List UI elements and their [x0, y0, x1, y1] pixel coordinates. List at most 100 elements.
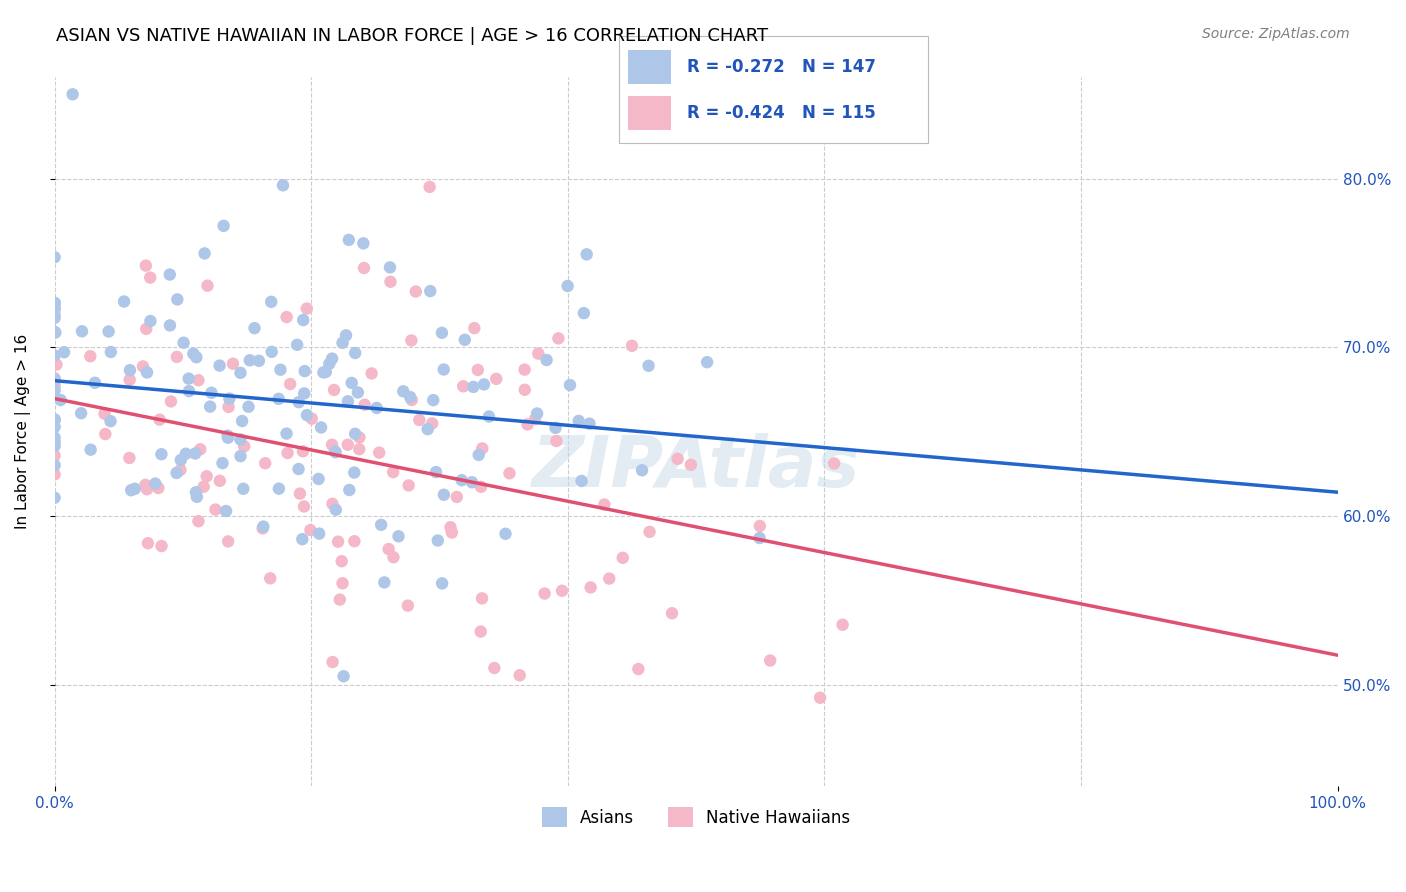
Point	[259, 571, 281, 585]
Point	[44, 296, 66, 310]
Point	[94, 427, 117, 442]
Point	[44, 434, 66, 449]
Point	[44, 310, 66, 325]
Point	[748, 519, 770, 533]
Point	[197, 278, 219, 293]
Point	[398, 478, 420, 492]
Point	[84, 376, 107, 390]
FancyBboxPatch shape	[628, 50, 671, 84]
Point	[321, 351, 343, 366]
Point	[254, 456, 277, 470]
Point	[568, 414, 591, 428]
Point	[267, 482, 290, 496]
Point	[321, 497, 343, 511]
Point	[44, 296, 66, 310]
Point	[308, 472, 330, 486]
Text: Source: ZipAtlas.com: Source: ZipAtlas.com	[1202, 27, 1350, 41]
Point	[243, 321, 266, 335]
Point	[470, 480, 492, 494]
Point	[124, 482, 146, 496]
Point	[430, 576, 453, 591]
Point	[323, 383, 346, 397]
Point	[495, 526, 517, 541]
Point	[118, 450, 141, 465]
Point	[627, 662, 650, 676]
Point	[294, 364, 316, 378]
Point	[470, 624, 492, 639]
Point	[70, 324, 93, 338]
Point	[419, 284, 441, 298]
Point	[120, 483, 142, 498]
Point	[44, 349, 66, 363]
Point	[247, 353, 270, 368]
Point	[575, 247, 598, 261]
Point	[79, 442, 101, 457]
Point	[471, 591, 494, 606]
Point	[446, 490, 468, 504]
Point	[193, 480, 215, 494]
Point	[370, 517, 392, 532]
Point	[100, 414, 122, 428]
Point	[285, 338, 308, 352]
Point	[368, 445, 391, 459]
Point	[360, 367, 382, 381]
Point	[44, 371, 66, 385]
Point	[233, 439, 256, 453]
Point	[93, 407, 115, 421]
Point	[252, 521, 274, 535]
Point	[425, 465, 447, 479]
Point	[382, 465, 405, 479]
Point	[513, 383, 536, 397]
Point	[229, 366, 252, 380]
Point	[349, 442, 371, 457]
Text: ZIPAtlas: ZIPAtlas	[531, 433, 860, 501]
Point	[322, 655, 344, 669]
Point	[332, 669, 354, 683]
Point	[572, 306, 595, 320]
Point	[527, 346, 550, 360]
Point	[461, 475, 484, 490]
Point	[759, 653, 782, 667]
Point	[433, 488, 456, 502]
Point	[276, 426, 298, 441]
Point	[44, 491, 66, 505]
Point	[170, 453, 193, 467]
Point	[340, 376, 363, 390]
Point	[516, 417, 538, 432]
Point	[44, 412, 66, 426]
Point	[229, 433, 252, 447]
Point	[352, 236, 374, 251]
Point	[353, 398, 375, 412]
Point	[295, 408, 318, 422]
Point	[291, 532, 314, 546]
Point	[271, 178, 294, 193]
Point	[79, 349, 101, 363]
Point	[44, 326, 66, 340]
Point	[422, 393, 444, 408]
Point	[97, 325, 120, 339]
Point	[598, 572, 620, 586]
Point	[211, 456, 233, 470]
Point	[748, 531, 770, 545]
Point	[526, 407, 548, 421]
Point	[135, 322, 157, 336]
Point	[44, 420, 66, 434]
Point	[100, 345, 122, 359]
Point	[347, 385, 370, 400]
Point	[329, 592, 352, 607]
Point	[291, 444, 314, 458]
Point	[612, 550, 634, 565]
Point	[44, 300, 66, 314]
Point	[343, 466, 366, 480]
Point	[217, 534, 239, 549]
Point	[44, 449, 66, 463]
Point	[485, 372, 508, 386]
Point	[463, 321, 485, 335]
Point	[260, 294, 283, 309]
Point	[177, 384, 200, 398]
Point	[498, 467, 520, 481]
Point	[353, 260, 375, 275]
Point	[166, 466, 188, 480]
Point	[222, 357, 245, 371]
Legend: Asians, Native Hawaiians: Asians, Native Hawaiians	[536, 800, 856, 834]
